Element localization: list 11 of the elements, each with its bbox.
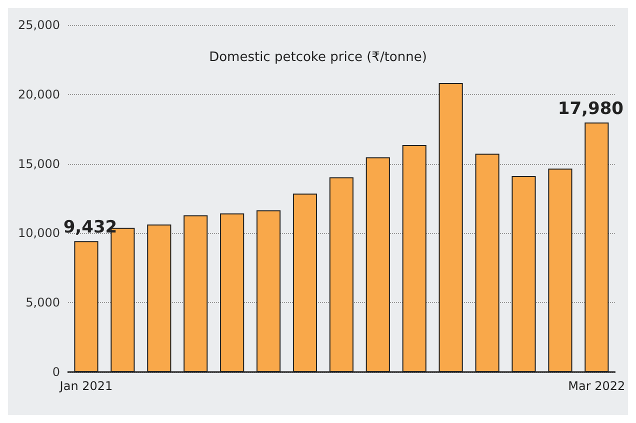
y-tick-label: 5,000 xyxy=(26,296,60,310)
x-tick-label: Mar 2022 xyxy=(568,379,626,393)
y-tick-label: 20,000 xyxy=(18,87,60,102)
y-tick-label: 10,000 xyxy=(18,226,60,240)
y-tick-label: 15,000 xyxy=(18,156,60,171)
data-label: 17,980 xyxy=(558,98,624,119)
x-tick-label: Jan 2021 xyxy=(58,379,113,393)
data-label: 9,432 xyxy=(63,218,118,238)
y-tick-label: 25,000 xyxy=(18,18,60,32)
y-tick-label: 0 xyxy=(52,365,60,379)
text: Domestic petcoke price (₹/tonne) xyxy=(209,50,427,65)
